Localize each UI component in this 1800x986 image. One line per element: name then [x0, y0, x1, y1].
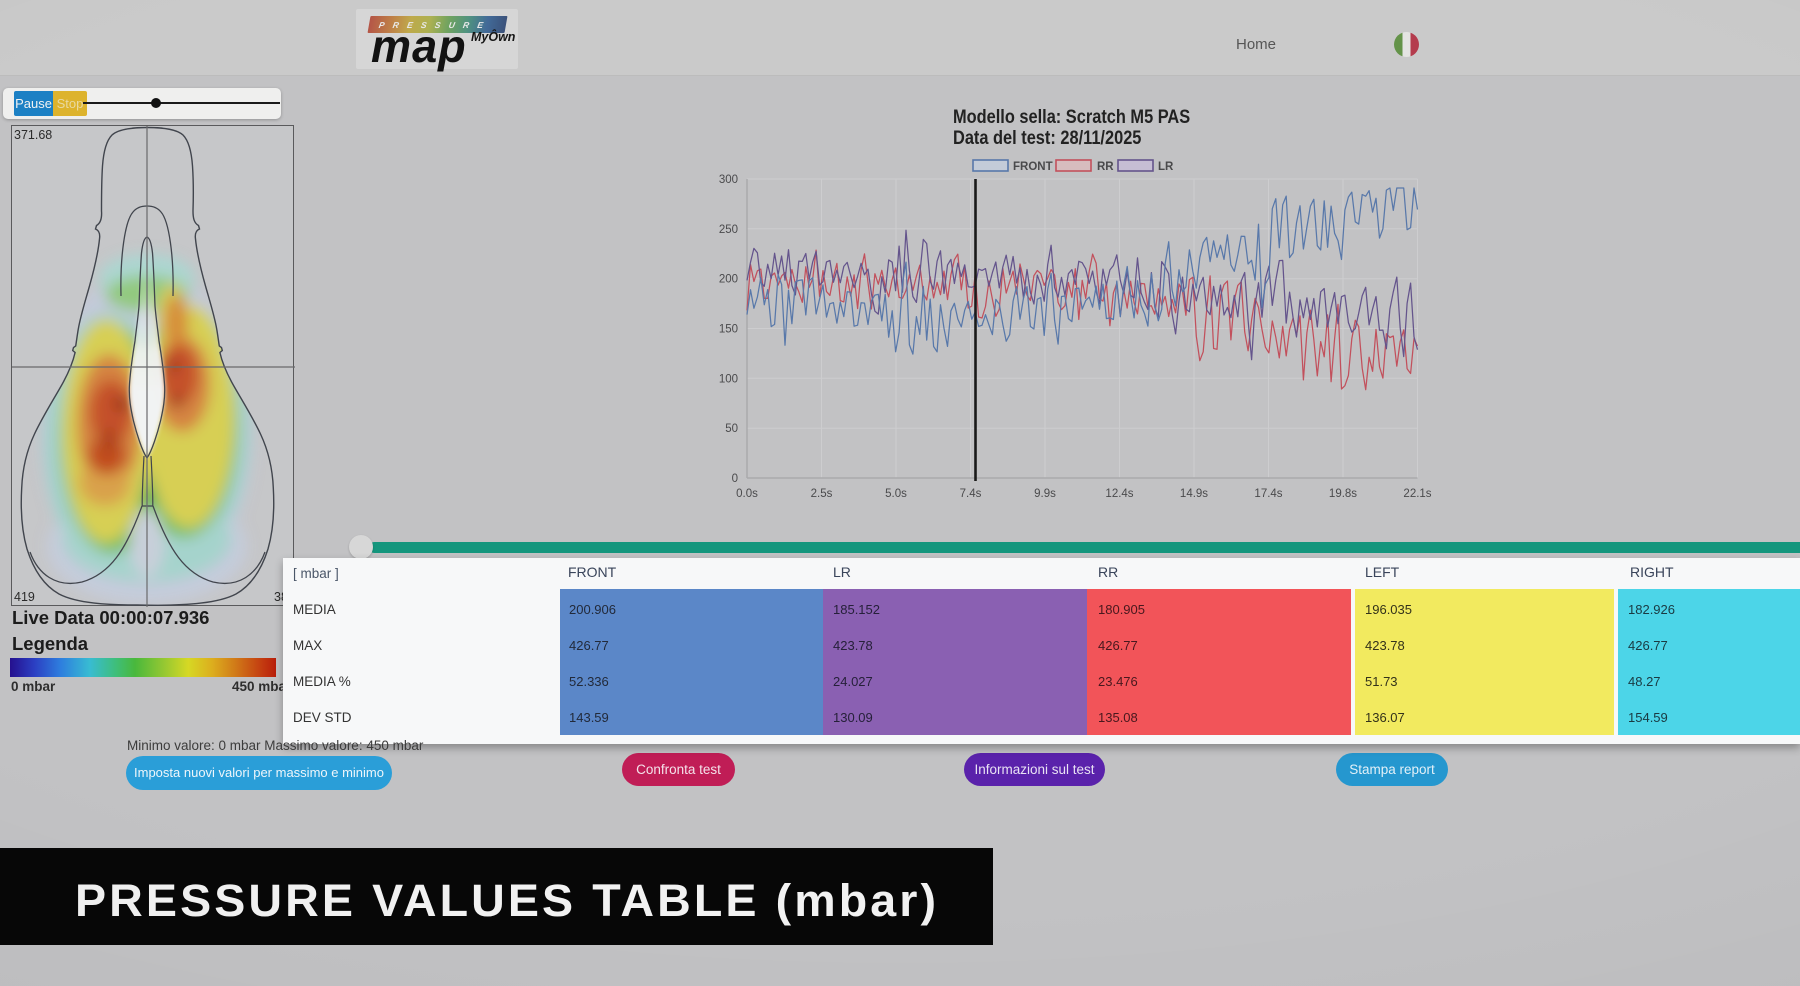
svg-text:17.4s: 17.4s [1254, 488, 1282, 500]
svg-text:RR: RR [1097, 161, 1114, 173]
svg-text:14.9s: 14.9s [1180, 488, 1208, 500]
svg-text:250: 250 [719, 224, 738, 236]
svg-text:5.0s: 5.0s [885, 488, 907, 500]
svg-text:300: 300 [719, 174, 738, 186]
svg-text:LR: LR [1158, 161, 1174, 173]
svg-text:FRONT: FRONT [1013, 161, 1053, 173]
svg-text:Modello sella: Scratch M5 PAS: Modello sella: Scratch M5 PAS [953, 106, 1190, 128]
svg-text:9.9s: 9.9s [1034, 488, 1056, 500]
svg-text:2.5s: 2.5s [811, 488, 833, 500]
svg-text:0.0s: 0.0s [736, 488, 758, 500]
svg-text:Data del test: 28/11/2025: Data del test: 28/11/2025 [953, 127, 1141, 149]
svg-text:50: 50 [725, 423, 738, 435]
svg-text:7.4s: 7.4s [960, 488, 982, 500]
svg-text:150: 150 [719, 324, 738, 336]
svg-text:200: 200 [719, 274, 738, 286]
svg-text:0: 0 [732, 473, 738, 485]
svg-text:19.8s: 19.8s [1329, 488, 1357, 500]
svg-text:12.4s: 12.4s [1105, 488, 1133, 500]
svg-text:100: 100 [719, 373, 738, 385]
svg-text:22.1s: 22.1s [1403, 488, 1431, 500]
